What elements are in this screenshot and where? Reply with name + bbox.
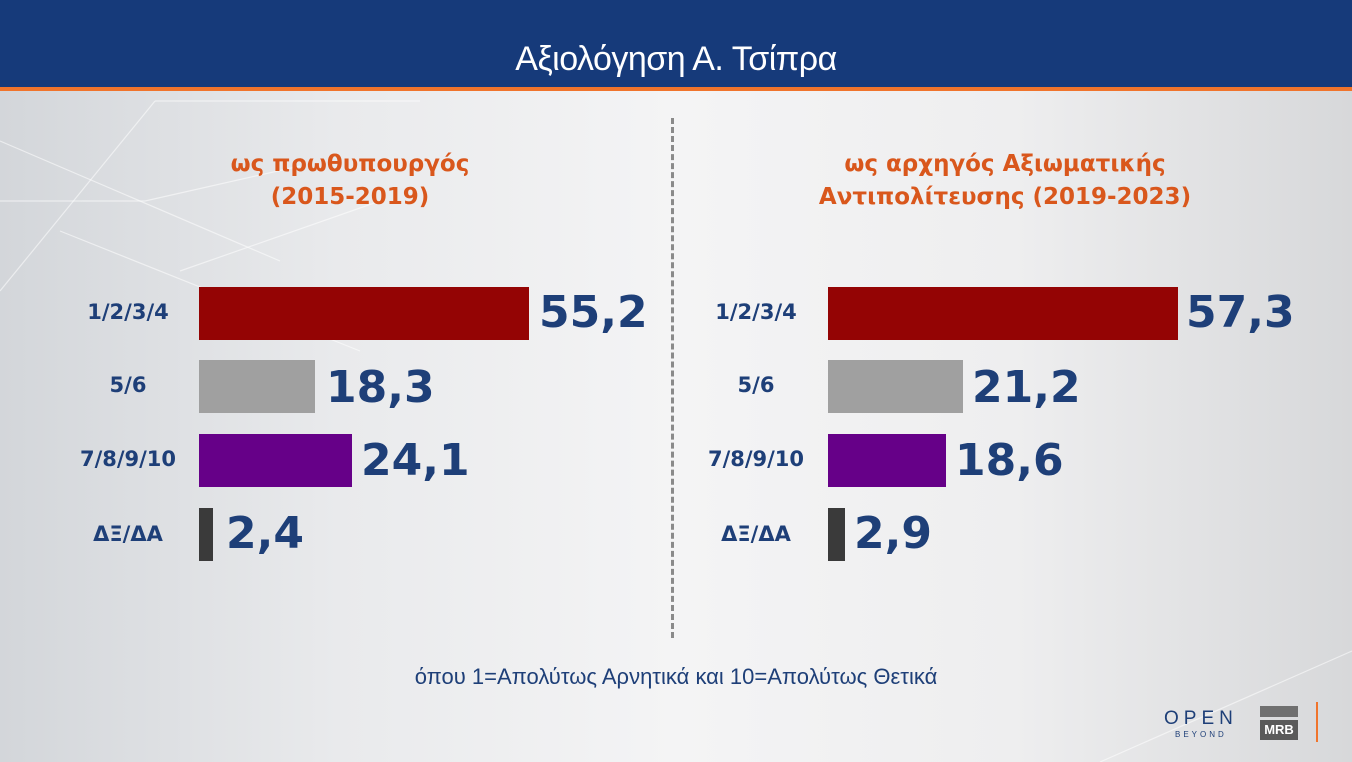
bar-dk-na (828, 508, 845, 561)
value-label: 21,2 (972, 362, 1081, 413)
bar-5-6 (199, 360, 315, 413)
open-logo: OPEN (1164, 708, 1238, 729)
logo-separator (1316, 702, 1318, 742)
bar-7-10 (199, 434, 352, 487)
panel-divider (671, 118, 674, 638)
value-label: 2,4 (226, 508, 304, 559)
panel-title-line1: ως πρωθυπουργός (230, 151, 470, 177)
mrb-logo: MRB (1260, 706, 1298, 740)
row-label: 1/2/3/4 (87, 300, 169, 324)
value-label: 55,2 (539, 287, 648, 338)
value-label: 57,3 (1186, 287, 1295, 338)
page-title: Αξιολόγηση Α. Τσίπρα (515, 40, 837, 78)
value-label: 18,6 (955, 435, 1064, 486)
row-label: 5/6 (109, 373, 147, 397)
bar-5-6 (828, 360, 963, 413)
open-logo-subtitle: BEYOND (1175, 730, 1227, 739)
bar-7-10 (828, 434, 946, 487)
row-label: 5/6 (737, 373, 775, 397)
mrb-logo-bar (1260, 706, 1298, 717)
header-accent-line (0, 87, 1352, 91)
value-label: 18,3 (326, 362, 435, 413)
bar-dk-na (199, 508, 213, 561)
value-label: 2,9 (854, 508, 932, 559)
panel-title: ως πρωθυπουργός (2015-2019) (150, 148, 550, 214)
panel-title-line2: (2015-2019) (270, 184, 430, 210)
row-label: 7/8/9/10 (79, 447, 177, 471)
value-label: 24,1 (361, 435, 470, 486)
row-label: 1/2/3/4 (715, 300, 797, 324)
row-label: ΔΞ/ΔΑ (721, 522, 791, 546)
header-bar (0, 0, 1352, 87)
bar-1-4 (828, 287, 1178, 340)
panel-title-line1: ως αρχηγός Αξιωματικής (844, 151, 1166, 177)
bar-1-4 (199, 287, 529, 340)
mrb-logo-text: MRB (1260, 720, 1298, 740)
row-label: 7/8/9/10 (707, 447, 805, 471)
row-label: ΔΞ/ΔΑ (93, 522, 163, 546)
panel-title-line2: Αντιπολίτευσης (2019-2023) (818, 184, 1192, 210)
scale-footnote: όπου 1=Απολύτως Αρνητικά και 10=Απολύτως… (414, 664, 938, 689)
panel-title: ως αρχηγός Αξιωματικής Αντιπολίτευσης (2… (790, 148, 1220, 214)
